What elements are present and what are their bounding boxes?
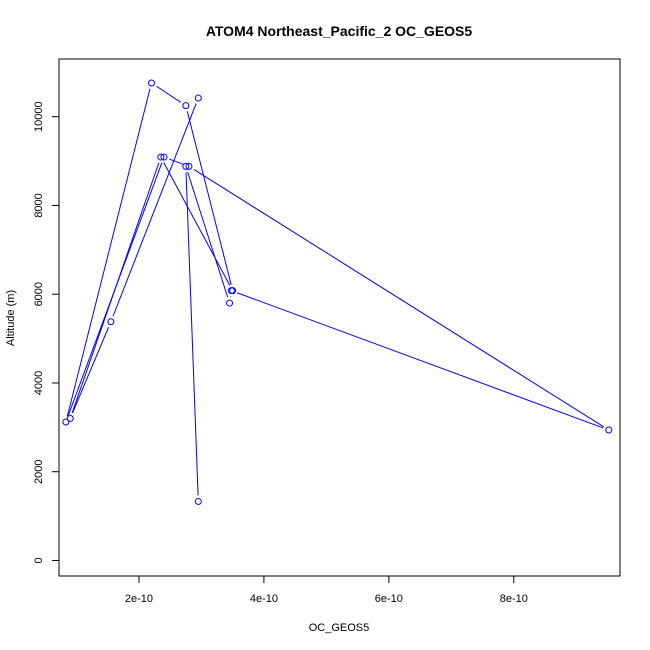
data-point	[194, 94, 202, 102]
series-segment	[186, 111, 232, 285]
data-point	[182, 102, 190, 110]
y-tick-label: 8000	[33, 193, 45, 217]
x-axis: 2e-10 4e-10 6e-10 8e-10	[125, 575, 528, 605]
data-point	[66, 414, 74, 422]
series-segment	[72, 327, 109, 414]
data-point	[182, 162, 190, 170]
data-point	[226, 299, 234, 307]
series-segment	[236, 292, 604, 429]
y-tick-label: 6000	[33, 282, 45, 306]
x-tick-label: 2e-10	[125, 593, 153, 605]
y-tick-label: 10000	[33, 101, 45, 132]
series-segment	[112, 103, 197, 317]
y-tick-label: 0	[33, 557, 45, 563]
x-tick-label: 8e-10	[500, 593, 528, 605]
data-point	[194, 497, 202, 505]
x-axis-label: OC_GEOS5	[309, 622, 370, 634]
data-point	[229, 287, 237, 295]
x-tick-label: 6e-10	[375, 593, 403, 605]
series-segment	[66, 88, 151, 417]
chart-title: ATOM4 Northeast_Pacific_2 OC_GEOS5	[206, 23, 473, 39]
data-point	[157, 153, 165, 161]
series-segment	[156, 85, 182, 103]
series-segment	[187, 171, 229, 298]
y-axis-label: Altitude (m)	[5, 290, 17, 346]
y-tick-label: 4000	[33, 371, 45, 395]
series-segment	[163, 162, 231, 286]
series	[62, 79, 613, 505]
data-point	[185, 162, 193, 170]
data-point	[62, 418, 70, 426]
series-segment	[169, 158, 184, 165]
series-layer	[62, 79, 613, 505]
series-segment	[185, 172, 199, 496]
series-segment	[193, 169, 604, 428]
data-point	[605, 426, 613, 434]
data-point	[107, 318, 115, 326]
x-tick-label: 4e-10	[250, 593, 278, 605]
data-point	[160, 153, 168, 161]
y-axis: 0 2000 4000 6000 8000 10000	[33, 101, 60, 564]
y-tick-label: 2000	[33, 459, 45, 483]
series-segment	[71, 162, 160, 413]
data-point	[147, 79, 155, 87]
plot-frame	[58, 58, 621, 577]
